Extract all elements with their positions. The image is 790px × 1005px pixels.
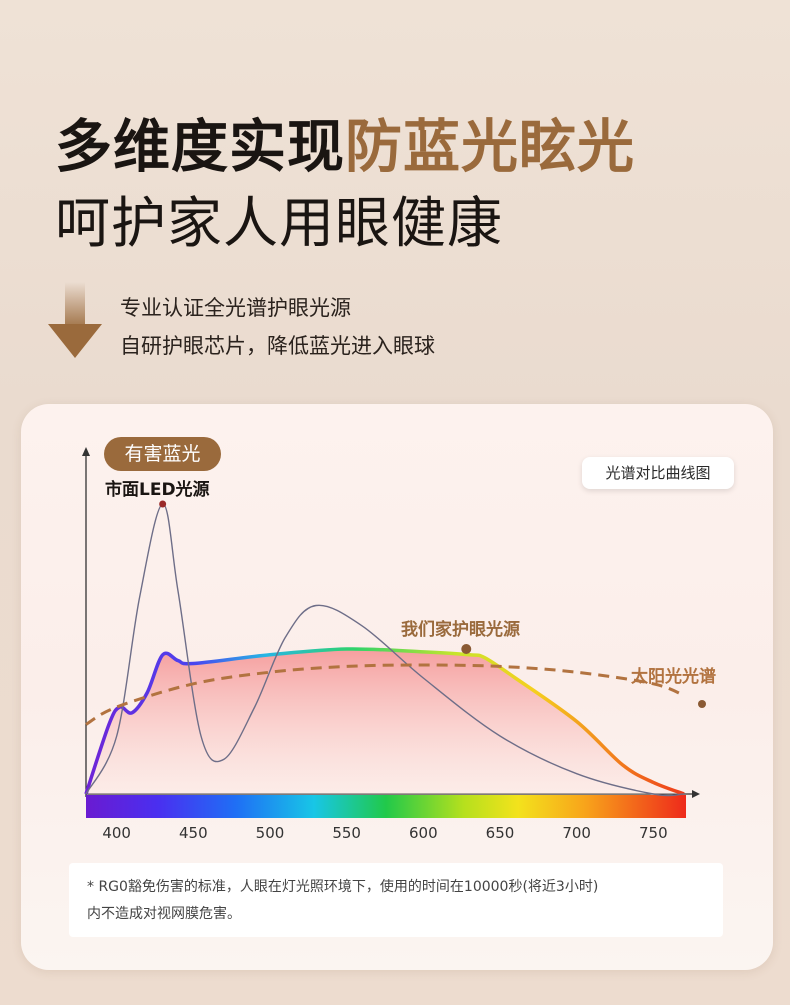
x-tick-label: 400 — [102, 824, 131, 842]
led-spectrum-line — [85, 503, 685, 797]
x-tick-label: 450 — [179, 824, 208, 842]
headline-highlight: 防蓝光眩光 — [345, 114, 635, 180]
spectrum-color-bar — [86, 795, 686, 818]
x-tick-label: 550 — [332, 824, 361, 842]
eye-care-marker-point — [461, 644, 472, 654]
headline: 多维度实现防蓝光眩光 — [55, 112, 635, 182]
note-line-1: * RG0豁免伤害的标准，人眼在灯光照环境下，使用的时间在10000秒(将近3小… — [87, 879, 599, 895]
sunlight-series-label: 太阳光光谱 — [631, 667, 716, 687]
chart-legend-title: 光谱对比曲线图 — [582, 457, 734, 489]
subheadline: 呵护家人用眼健康 — [55, 191, 504, 255]
note-line-2: 内不造成对视网膜危害。 — [87, 906, 241, 922]
eye-care-spectrum-line — [84, 647, 685, 796]
x-tick-label: 500 — [255, 824, 285, 842]
x-tick-label: 650 — [485, 824, 515, 842]
feature-bullet-1: 专业认证全光谱护眼光源 — [120, 296, 351, 320]
note-box — [69, 863, 723, 937]
harmful-blue-light-tag: 有害蓝光 — [104, 437, 221, 471]
led-peak-point — [159, 500, 167, 508]
x-tick-label: 700 — [562, 824, 591, 842]
sunlight-spectrum-line — [85, 663, 685, 726]
arrow-down-icon — [48, 282, 102, 358]
headline-part1: 多维度实现 — [55, 114, 345, 180]
eye-care-spectrum-fill — [86, 648, 684, 794]
led-series-label: 市面LED光源 — [105, 480, 210, 500]
eye-care-series-label: 我们家护眼光源 — [401, 620, 520, 640]
sunlight-end-point — [698, 700, 706, 708]
x-tick-label: 750 — [639, 824, 668, 842]
x-tick-label: 600 — [409, 824, 438, 842]
feature-bullet-2: 自研护眼芯片，降低蓝光进入眼球 — [120, 334, 435, 358]
